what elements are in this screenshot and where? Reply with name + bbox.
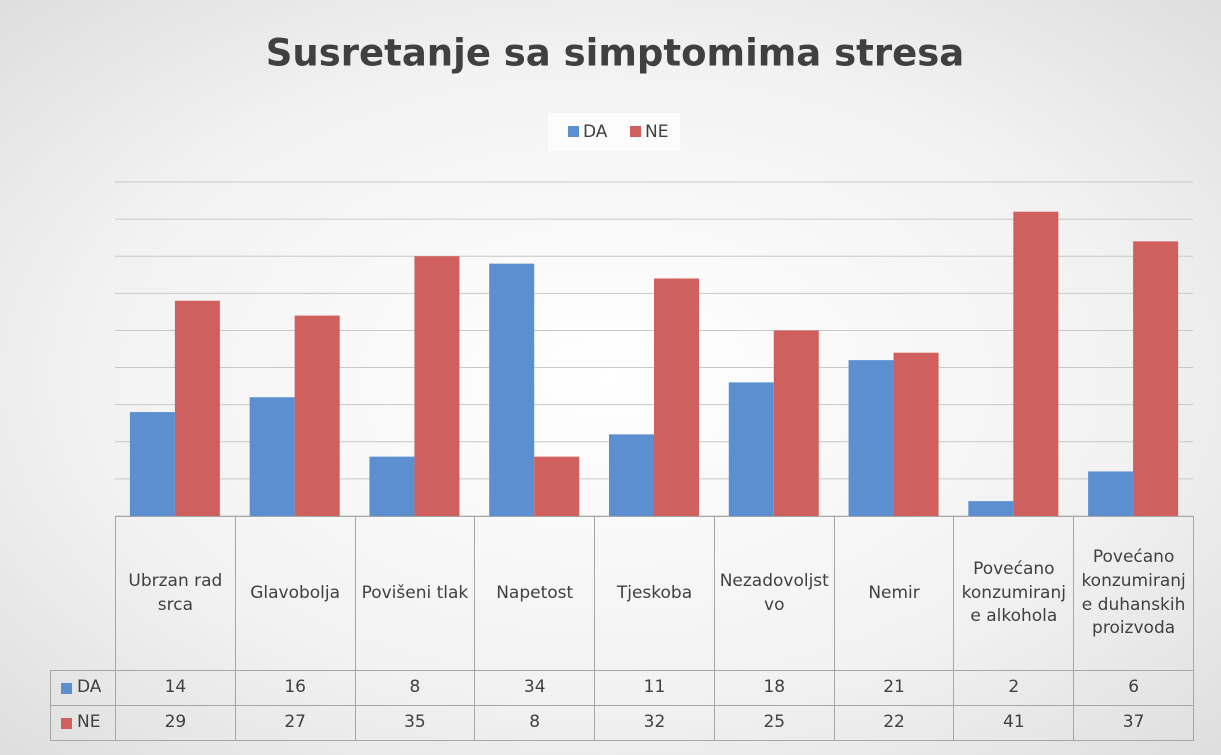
table-category: Nezadovoljstvo <box>713 516 835 671</box>
table-value: 2 <box>953 670 1075 706</box>
table-value: 37 <box>1073 705 1194 741</box>
legend-swatch <box>630 126 641 137</box>
table-value: 14 <box>115 670 236 706</box>
table-value: 41 <box>953 705 1075 741</box>
table-value: 8 <box>474 705 596 741</box>
bar <box>414 256 460 516</box>
bar <box>1133 241 1179 516</box>
table-category: Povećano konzumiranje alkohola <box>953 516 1075 671</box>
legend-label: DA <box>583 122 608 142</box>
table-value: 21 <box>833 670 955 706</box>
bar <box>773 330 819 516</box>
chart-title: Susretanje sa simptomima stresa <box>266 32 964 75</box>
legend-swatch <box>568 126 579 137</box>
table-category: Glavobolja <box>234 516 356 671</box>
bar <box>534 456 580 516</box>
table-value: 34 <box>474 670 596 706</box>
table-category: Povećano konzumiranje duhanskih proizvod… <box>1073 516 1194 671</box>
table-value: 11 <box>594 670 715 706</box>
bar <box>728 382 774 516</box>
table-value: 32 <box>594 705 715 741</box>
bar <box>174 300 220 516</box>
bar <box>893 352 939 516</box>
table-series-label: DA <box>50 670 116 706</box>
bar <box>968 501 1014 516</box>
table-value: 18 <box>713 670 835 706</box>
bar <box>369 456 415 516</box>
bar <box>609 434 654 516</box>
legend-label: NE <box>645 122 668 142</box>
table-value: 6 <box>1073 670 1194 706</box>
table-value: 25 <box>713 705 835 741</box>
bar <box>1013 211 1059 516</box>
table-series-name: NE <box>77 712 101 733</box>
bar <box>249 397 295 516</box>
bar <box>654 278 699 516</box>
table-category: Napetost <box>474 516 596 671</box>
bar <box>129 412 175 516</box>
table-value: 16 <box>234 670 356 706</box>
table-value: 35 <box>354 705 476 741</box>
table-category: Povišeni tlak <box>354 516 476 671</box>
bar <box>489 263 535 516</box>
table-series-name: DA <box>77 677 102 698</box>
bar <box>848 360 894 516</box>
table-series-label: NE <box>50 705 116 741</box>
bar <box>294 315 340 516</box>
table-category: Nemir <box>833 516 955 671</box>
table-value: 8 <box>354 670 476 706</box>
table-legend-swatch <box>61 717 72 729</box>
table-value: 29 <box>115 705 236 741</box>
table-legend-swatch <box>61 682 72 694</box>
bar <box>1088 471 1134 516</box>
table-category: Ubrzan rad srca <box>115 516 236 671</box>
table-value: 22 <box>833 705 955 741</box>
table-value: 27 <box>234 705 356 741</box>
table-category: Tjeskoba <box>594 516 715 671</box>
